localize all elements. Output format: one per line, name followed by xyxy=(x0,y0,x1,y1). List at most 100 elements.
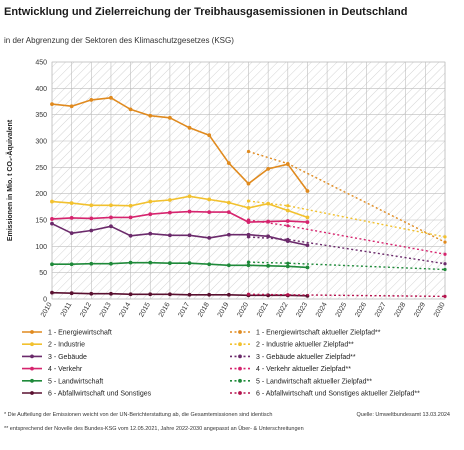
x-tick-label: 2017 xyxy=(177,301,191,318)
y-tick-label: 100 xyxy=(35,244,47,251)
data-point xyxy=(148,113,153,118)
data-point xyxy=(226,292,231,297)
data-point xyxy=(285,264,290,269)
data-point xyxy=(443,262,447,266)
data-point xyxy=(89,228,94,233)
x-tick-label: 2030 xyxy=(433,301,447,318)
data-point xyxy=(50,221,54,226)
legend-label: 5 - Landwirtschaft xyxy=(48,378,103,385)
data-point xyxy=(207,292,212,297)
data-point xyxy=(168,261,172,266)
legend-label: 1 - Energiewirtschaft xyxy=(48,330,112,337)
data-point xyxy=(246,292,251,296)
legend-label: 6 - Abfallwirtschaft und Sonstiges aktue… xyxy=(256,391,420,398)
legend-item: 5 - Landwirtschaft xyxy=(22,378,103,385)
series-line xyxy=(52,261,308,269)
data-point xyxy=(128,107,133,112)
data-point xyxy=(266,234,271,239)
x-tick-label: 2022 xyxy=(276,301,290,318)
data-point xyxy=(69,201,74,206)
data-point xyxy=(148,199,153,204)
x-tick-label: 2026 xyxy=(354,301,368,318)
legend-item: 4 - Verkehr aktueller Zielpfad** xyxy=(230,366,351,373)
data-point xyxy=(305,243,310,248)
series-line xyxy=(51,210,308,223)
data-point xyxy=(226,263,231,268)
data-point xyxy=(207,236,212,240)
legend-swatch-marker xyxy=(238,378,242,383)
legend-swatch-marker xyxy=(30,366,34,371)
x-tick-label: 2029 xyxy=(413,301,427,318)
data-point xyxy=(226,161,231,166)
data-point xyxy=(50,199,54,204)
data-point xyxy=(89,261,94,266)
x-tick-label: 2027 xyxy=(374,301,388,318)
legend-label: 6 - Abfallwirtschaft und Sonstiges xyxy=(48,391,152,398)
data-point xyxy=(109,224,113,229)
legend-item: 6 - Abfallwirtschaft und Sonstiges xyxy=(22,391,152,398)
legend-label: 3 - Gebäude aktueller Zielpfad** xyxy=(256,354,356,361)
x-tick-label: 2023 xyxy=(295,301,309,318)
x-tick-label: 2015 xyxy=(138,301,152,318)
data-point xyxy=(246,218,251,222)
data-point xyxy=(148,212,153,217)
data-point xyxy=(128,215,133,220)
data-point xyxy=(187,292,192,297)
data-point xyxy=(187,261,192,266)
footnote-1: * Die Aufteilung der Emissionen weicht v… xyxy=(4,412,273,418)
page-subtitle: in der Abgrenzung der Sektoren des Klima… xyxy=(4,36,234,45)
data-point xyxy=(207,262,212,267)
data-point xyxy=(89,216,94,221)
x-tick-label: 2019 xyxy=(217,301,231,318)
data-point xyxy=(50,262,54,267)
legend-swatch-marker xyxy=(30,330,34,334)
data-point xyxy=(443,294,447,298)
x-tick-label: 2028 xyxy=(394,301,408,318)
legend-label: 4 - Verkehr xyxy=(48,366,83,373)
y-axis-label: Emissionen in Mio. t CO₂-Äquivalent xyxy=(6,119,14,241)
legend-label: 4 - Verkehr aktueller Zielpfad** xyxy=(256,366,351,373)
series-line xyxy=(51,97,309,192)
series-line xyxy=(51,291,308,297)
legend-item: 4 - Verkehr xyxy=(22,366,83,373)
y-tick-label: 150 xyxy=(35,218,47,225)
data-point xyxy=(305,189,310,193)
y-tick-label: 350 xyxy=(35,112,47,119)
data-point xyxy=(50,290,54,295)
data-point xyxy=(187,233,192,238)
data-point xyxy=(246,149,251,154)
series-line xyxy=(51,222,308,247)
data-point xyxy=(226,200,231,205)
data-point xyxy=(69,291,74,296)
legend-item: 2 - Industrie aktueller Zielpfad** xyxy=(230,342,354,349)
legend-swatch-marker xyxy=(30,378,34,383)
series-line xyxy=(248,293,446,298)
data-point xyxy=(168,210,172,215)
data-point xyxy=(226,232,231,237)
y-tick-label: 450 xyxy=(35,60,47,67)
legend-label: 5 - Landwirtschaft aktueller Zielpfad** xyxy=(256,378,372,385)
data-point xyxy=(89,291,94,296)
data-point xyxy=(207,133,212,138)
legend-item: 3 - Gebäude xyxy=(22,354,87,361)
data-point xyxy=(226,210,231,215)
data-point xyxy=(443,267,447,272)
y-tick-label: 250 xyxy=(35,165,47,172)
data-point xyxy=(246,205,251,210)
data-point xyxy=(305,265,310,270)
data-point xyxy=(168,115,172,120)
data-point xyxy=(285,208,290,213)
x-tick-label: 2010 xyxy=(40,301,54,318)
data-point xyxy=(286,204,290,208)
legend-item: 2 - Industrie xyxy=(22,342,85,349)
data-point xyxy=(187,209,192,214)
data-point xyxy=(128,260,133,265)
legend-swatch-marker xyxy=(238,366,242,371)
data-point xyxy=(168,292,172,297)
data-point xyxy=(443,252,447,256)
data-point xyxy=(305,215,310,220)
legend-item: 1 - Energiewirtschaft aktueller Zielpfad… xyxy=(230,330,381,337)
data-point xyxy=(128,233,133,238)
legend-item: 5 - Landwirtschaft aktueller Zielpfad** xyxy=(230,378,372,385)
